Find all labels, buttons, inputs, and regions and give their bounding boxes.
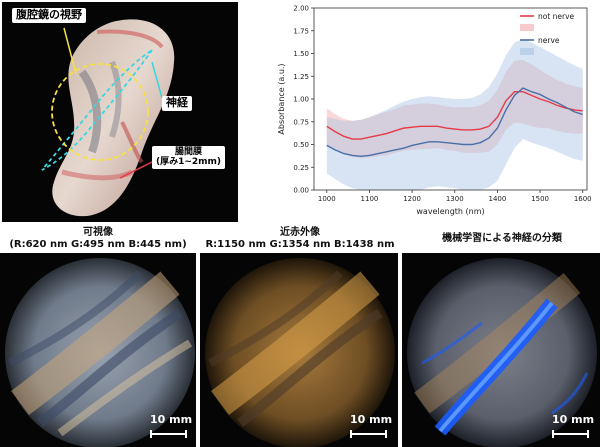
band-nerve bbox=[326, 38, 583, 190]
scale-bar-cap-right bbox=[185, 430, 187, 438]
y-tick-label: 0.75 bbox=[293, 118, 309, 126]
y-tick-label: 0.50 bbox=[293, 141, 309, 149]
caption-nir-wavelengths: R:1150 nm G:1354 nm B:1438 nm bbox=[205, 239, 395, 250]
label-nerve: 神経 bbox=[162, 96, 192, 111]
caption-nir-image: 近赤外像 R:1150 nm G:1354 nm B:1438 nm bbox=[198, 227, 402, 251]
x-tick-label: 1000 bbox=[318, 195, 336, 203]
y-tick-label: 0.00 bbox=[293, 187, 309, 195]
legend-label: not nerve bbox=[538, 12, 575, 21]
x-tick-label: 1400 bbox=[489, 195, 507, 203]
tissue-shape bbox=[52, 19, 175, 217]
y-tick-label: 2.00 bbox=[293, 5, 309, 13]
x-tick-label: 1200 bbox=[403, 195, 421, 203]
chart-legend: not nerve nerve bbox=[520, 12, 575, 55]
line-not-nerve bbox=[326, 91, 583, 140]
caption-nir-title: 近赤外像 bbox=[280, 227, 320, 238]
ml-classification-panel: 10 mm bbox=[402, 253, 600, 447]
caption-visible-wavelengths: (R:620 nm G:495 nm B:445 nm) bbox=[9, 239, 187, 250]
laparoscopic-specimen-photo: 腹腔鏡の視野 神経 腸間膜 (厚み1~2mm) bbox=[2, 2, 238, 222]
scale-bar-visible bbox=[150, 433, 186, 435]
scale-bar-cap-right bbox=[385, 430, 387, 438]
y-tick-label: 1.75 bbox=[293, 27, 309, 35]
caption-visible-title: 可視像 bbox=[83, 227, 113, 238]
field-of-view-circle bbox=[51, 63, 149, 161]
band-not-nerve bbox=[326, 59, 583, 159]
legend-band-swatch bbox=[520, 48, 534, 55]
confidence-bands bbox=[326, 38, 583, 190]
series-lines bbox=[326, 87, 583, 158]
x-tick-label: 1500 bbox=[531, 195, 549, 203]
scale-bar-cap-left bbox=[150, 430, 152, 438]
view-callout-line bbox=[63, 27, 77, 75]
scale-bar-cap-left bbox=[552, 430, 554, 438]
x-tick-label: 1100 bbox=[361, 195, 379, 203]
label-mesentery-line1: 腸間膜 bbox=[175, 147, 203, 157]
specimen-illustration bbox=[41, 19, 175, 217]
nerve-trace bbox=[41, 49, 153, 171]
scale-label-visible: 10 mm bbox=[150, 413, 193, 426]
y-axis-label: Absorbance (a.u.) bbox=[277, 63, 286, 134]
scale-bar-cap-right bbox=[587, 430, 589, 438]
x-axis-label: wavelength (nm) bbox=[416, 207, 484, 216]
label-laparoscopic-view: 腹腔鏡の視野 bbox=[12, 8, 86, 23]
absorbance-chart-svg: 1000 1100 1200 1300 1400 1500 1600 0.00 0.25 0.5… bbox=[277, 5, 592, 217]
y-axis-ticks: 0.00 0.25 0.50 0.75 1.00 1.25 1.50 1.75 2.00 bbox=[293, 5, 314, 195]
absorbance-chart: 1000 1100 1200 1300 1400 1500 1600 0.00 0.25 0.5… bbox=[262, 0, 600, 228]
legend-band-swatch bbox=[520, 24, 534, 31]
scale-bar-cap-left bbox=[350, 430, 352, 438]
mesentery-callout-line bbox=[119, 161, 153, 179]
nir-image-panel: 10 mm bbox=[200, 253, 398, 447]
caption-visible-image: 可視像 (R:620 nm G:495 nm B:445 nm) bbox=[0, 227, 196, 251]
ml-classification-image bbox=[407, 258, 597, 447]
y-tick-label: 1.25 bbox=[293, 73, 309, 81]
visible-image bbox=[5, 258, 195, 447]
legend-label: nerve bbox=[538, 36, 560, 45]
scale-bar-ml bbox=[552, 433, 588, 435]
visible-image-panel: 10 mm bbox=[0, 253, 196, 447]
y-tick-label: 1.00 bbox=[293, 96, 309, 104]
scale-label-nir: 10 mm bbox=[350, 413, 393, 426]
y-tick-label: 0.25 bbox=[293, 164, 309, 172]
scale-label-ml: 10 mm bbox=[552, 413, 595, 426]
nir-image bbox=[205, 258, 395, 447]
y-tick-label: 1.50 bbox=[293, 50, 309, 58]
nerve-callout-line bbox=[151, 61, 163, 99]
x-tick-label: 1300 bbox=[446, 195, 464, 203]
line-nerve bbox=[326, 87, 583, 158]
label-mesentery-line2: (厚み1~2mm) bbox=[156, 157, 222, 168]
x-tick-label: 1600 bbox=[574, 195, 592, 203]
x-axis-ticks: 1000 1100 1200 1300 1400 1500 1600 bbox=[318, 190, 592, 203]
label-mesentery: 腸間膜 (厚み1~2mm) bbox=[152, 146, 226, 169]
scale-bar-nir bbox=[350, 433, 386, 435]
caption-ml-title: 機械学習による神経の分類 bbox=[442, 233, 562, 244]
caption-ml-classification: 機械学習による神経の分類 bbox=[404, 233, 600, 245]
